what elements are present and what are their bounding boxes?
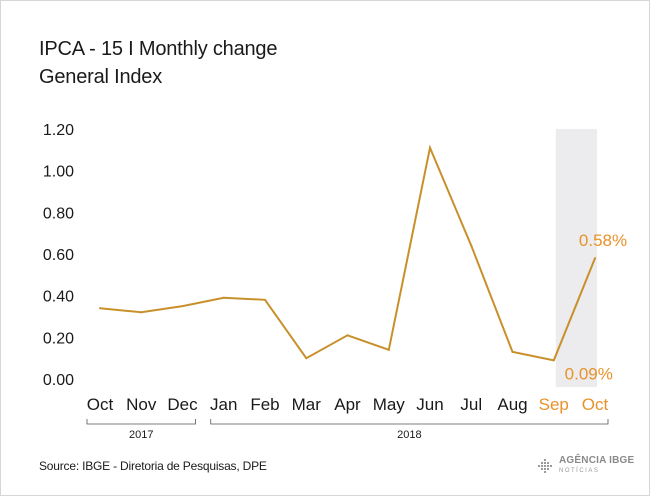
year-label: 2018 (397, 429, 421, 441)
y-tick-label: 0.00 (43, 372, 74, 389)
x-tick-label: Jan (210, 395, 237, 414)
data-point (346, 334, 349, 337)
logo-text-agency: AGÊNCIA IBGE (559, 455, 635, 466)
year-bracket (210, 419, 609, 425)
data-point (470, 244, 473, 247)
x-tick-label: Nov (126, 395, 157, 414)
x-tick-label: Sep (539, 395, 569, 414)
source-note: Source: IBGE - Diretoria de Pesquisas, D… (39, 459, 267, 473)
x-tick-label: Mar (292, 395, 322, 414)
data-label: 0.58% (579, 231, 627, 250)
x-tick-label: Apr (334, 395, 361, 414)
chart-title: IPCA - 15 I Monthly change (39, 38, 278, 60)
title-block: IPCA - 15 I Monthly change General Index (39, 35, 277, 91)
data-point (222, 296, 225, 299)
data-point (594, 257, 596, 260)
data-point (511, 350, 514, 353)
y-tick-label: 0.20 (43, 330, 74, 347)
y-tick-label: 1.00 (43, 164, 74, 181)
logo-text-news: NOTÍCIAS (559, 468, 600, 474)
data-point (140, 311, 143, 314)
year-bracket (86, 419, 196, 425)
data-point (429, 146, 431, 149)
data-point (181, 305, 184, 308)
data-point (387, 348, 390, 351)
x-tick-label: Oct (87, 395, 114, 414)
data-label: 0.09% (565, 364, 613, 383)
x-tick-label: Dec (167, 395, 198, 414)
y-tick-label: 0.80 (43, 205, 74, 222)
year-label: 2017 (129, 429, 153, 441)
highlight-band (555, 129, 597, 387)
y-tick-label: 0.60 (43, 247, 74, 264)
chart-subtitle: General Index (39, 66, 163, 88)
x-tick-label: Feb (250, 395, 279, 414)
agencia-ibge-logo: AGÊNCIA IBGE NOTÍCIAS (537, 453, 634, 479)
ibge-logo-icon (538, 459, 552, 473)
x-tick-label: Jul (460, 395, 482, 414)
data-point (99, 307, 101, 310)
x-tick-label: May (373, 395, 406, 414)
data-point (264, 298, 266, 301)
y-tick-label: 1.20 (43, 122, 74, 139)
x-tick-label: Oct (582, 395, 609, 414)
x-tick-label: Aug (497, 395, 527, 414)
y-tick-label: 0.40 (43, 289, 74, 306)
data-point (305, 357, 308, 360)
x-tick-label: Jun (416, 395, 443, 414)
series-line (99, 144, 596, 362)
data-point (552, 359, 555, 362)
